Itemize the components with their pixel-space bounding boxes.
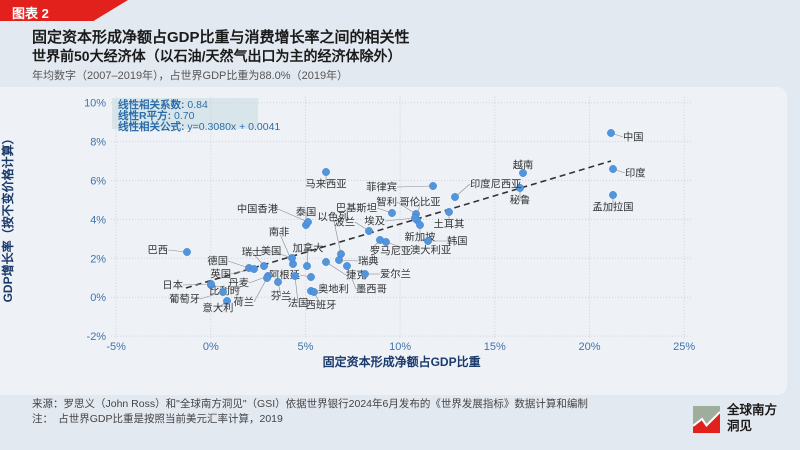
- svg-text:2%: 2%: [90, 253, 106, 265]
- svg-text:4%: 4%: [90, 214, 106, 226]
- svg-text:10%: 10%: [389, 341, 411, 353]
- svg-text:25%: 25%: [673, 341, 695, 353]
- svg-text:-2%: -2%: [87, 331, 107, 343]
- svg-text:泰国: 泰国: [296, 206, 317, 219]
- svg-text:中国香港: 中国香港: [237, 203, 279, 216]
- svg-text:西班牙: 西班牙: [306, 300, 337, 312]
- svg-text:孟加拉国: 孟加拉国: [592, 201, 633, 214]
- svg-text:印度: 印度: [625, 167, 646, 180]
- svg-text:澳大利亚: 澳大利亚: [410, 244, 451, 257]
- svg-text:线性相关公式: y=0.3080x + 0.0041: 线性相关公式: y=0.3080x + 0.0041: [118, 120, 280, 133]
- svg-text:南非: 南非: [269, 226, 290, 239]
- svg-text:马来西亚: 马来西亚: [305, 179, 346, 191]
- svg-text:瑞典: 瑞典: [358, 255, 379, 268]
- svg-text:GDP增长率（按不变价格计算）: GDP增长率（按不变价格计算）: [0, 132, 15, 302]
- svg-text:20%: 20%: [578, 341, 600, 353]
- svg-text:秘鲁: 秘鲁: [510, 194, 531, 207]
- svg-text:荷兰: 荷兰: [233, 296, 254, 309]
- svg-text:日本: 日本: [162, 279, 183, 292]
- svg-text:8%: 8%: [90, 137, 106, 149]
- svg-text:加拿大: 加拿大: [293, 242, 324, 255]
- svg-text:爱尔兰: 爱尔兰: [380, 268, 411, 281]
- svg-text:印度尼西亚: 印度尼西亚: [470, 178, 521, 191]
- svg-text:10%: 10%: [84, 98, 106, 110]
- svg-text:墨西哥: 墨西哥: [356, 284, 387, 296]
- svg-text:埃及: 埃及: [364, 215, 385, 228]
- svg-text:奥地利: 奥地利: [318, 283, 349, 296]
- svg-text:固定资本形成净额占GDP比重: 固定资本形成净额占GDP比重: [323, 354, 481, 369]
- svg-text:0%: 0%: [90, 292, 106, 304]
- svg-text:巴西: 巴西: [147, 245, 168, 257]
- svg-text:越南: 越南: [513, 159, 534, 172]
- svg-text:以色列: 以色列: [318, 211, 349, 224]
- svg-text:15%: 15%: [484, 341, 506, 353]
- svg-text:中国: 中国: [623, 131, 644, 144]
- svg-text:智利: 智利: [376, 196, 397, 209]
- svg-text:5%: 5%: [298, 341, 314, 353]
- svg-text:葡萄牙: 葡萄牙: [169, 293, 200, 306]
- svg-text:美国: 美国: [261, 245, 282, 258]
- svg-text:土耳其: 土耳其: [434, 218, 465, 231]
- svg-text:意大利: 意大利: [203, 302, 234, 315]
- svg-text:0%: 0%: [203, 341, 219, 353]
- svg-text:菲律宾: 菲律宾: [366, 181, 397, 194]
- svg-text:6%: 6%: [90, 176, 106, 188]
- svg-text:-5%: -5%: [106, 341, 126, 353]
- svg-text:哥伦比亚: 哥伦比亚: [399, 196, 440, 209]
- svg-text:德国: 德国: [207, 255, 228, 268]
- svg-text:瑞士: 瑞士: [242, 246, 263, 259]
